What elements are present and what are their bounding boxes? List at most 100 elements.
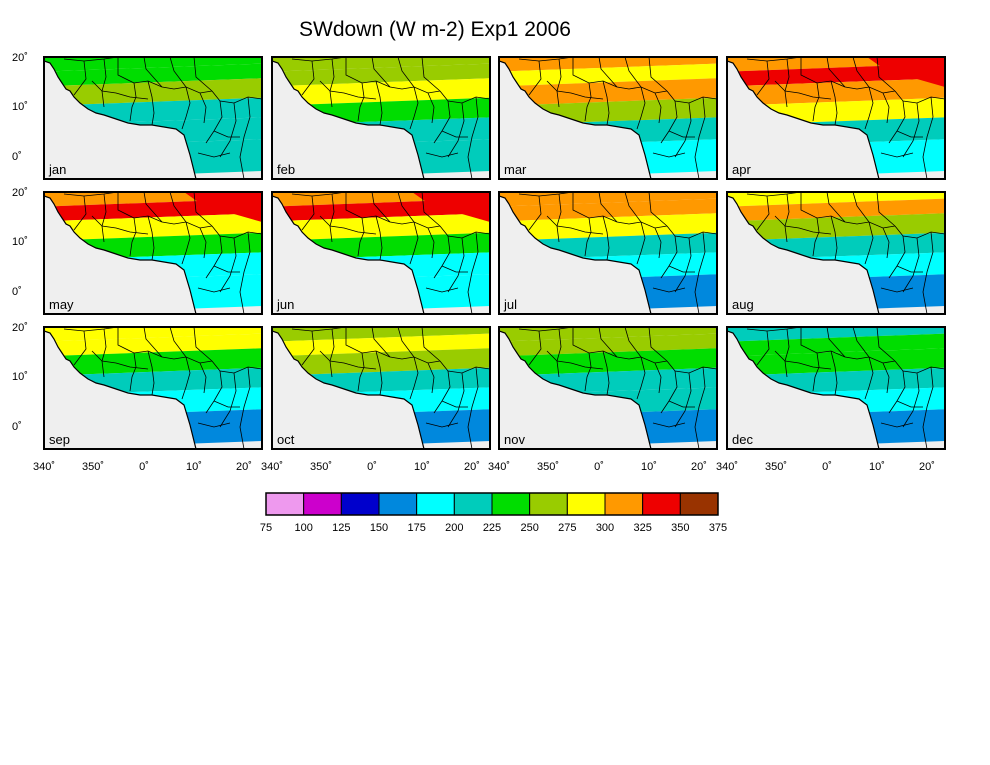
month-label: nov bbox=[504, 432, 525, 447]
border-line bbox=[129, 352, 137, 392]
border-line bbox=[447, 102, 465, 158]
border-line bbox=[441, 400, 468, 408]
border-line bbox=[425, 422, 459, 428]
border-line bbox=[205, 100, 223, 144]
panel-frame bbox=[271, 56, 491, 180]
colorbar-swatch bbox=[453, 492, 493, 516]
border-line bbox=[602, 350, 610, 396]
coastline bbox=[43, 191, 263, 315]
border-line bbox=[876, 326, 896, 362]
lon-tick-label: 0˚ bbox=[594, 461, 604, 473]
panel-frame bbox=[726, 326, 946, 450]
month-label: dec bbox=[732, 432, 753, 447]
border-line bbox=[888, 235, 906, 279]
field-band bbox=[272, 333, 490, 357]
coastline bbox=[498, 56, 718, 180]
coastline bbox=[498, 191, 718, 315]
coastline bbox=[271, 191, 491, 315]
coastline bbox=[498, 326, 718, 450]
field-band bbox=[44, 63, 262, 87]
border-line bbox=[213, 400, 240, 408]
month-label: may bbox=[49, 297, 74, 312]
border-line bbox=[397, 191, 415, 223]
month-label: aug bbox=[732, 297, 754, 312]
panel-frame bbox=[43, 56, 263, 180]
lat-tick-label: 20˚ bbox=[12, 187, 28, 199]
border-line bbox=[674, 372, 692, 428]
lon-tick-label: 350˚ bbox=[310, 461, 332, 473]
border-line bbox=[147, 350, 155, 396]
border-line bbox=[598, 326, 618, 358]
colorbar-tick-label: 200 bbox=[445, 522, 463, 534]
border-line bbox=[864, 356, 874, 400]
border-line bbox=[584, 352, 592, 392]
map-panel-jan: jan bbox=[43, 56, 263, 180]
lat-tick-label: 10˚ bbox=[12, 236, 28, 248]
field-band bbox=[727, 333, 945, 357]
border-line bbox=[169, 56, 187, 88]
panel-frame bbox=[271, 191, 491, 315]
colorbar: 75 100 125 150 175 200 225 250 275 300 325 350 375 bbox=[260, 492, 727, 534]
colorbar-tick-label: 375 bbox=[709, 522, 727, 534]
border-line bbox=[830, 350, 838, 396]
colorbar-swatch bbox=[416, 492, 455, 516]
lon-tick-label: 350˚ bbox=[765, 461, 787, 473]
border-line bbox=[648, 326, 668, 362]
colorbar-tick-label: 250 bbox=[520, 522, 538, 534]
lat-tick-label: 20˚ bbox=[12, 322, 28, 334]
border-line bbox=[425, 287, 459, 293]
border-line bbox=[598, 191, 618, 223]
field-band bbox=[499, 333, 717, 357]
border-line bbox=[584, 82, 592, 122]
border-line bbox=[774, 215, 832, 235]
border-line bbox=[181, 221, 191, 265]
border-line bbox=[636, 221, 646, 265]
border-line bbox=[199, 227, 207, 259]
border-line bbox=[652, 152, 686, 158]
border-line bbox=[409, 356, 419, 400]
border-line bbox=[546, 350, 604, 370]
border-line bbox=[882, 227, 890, 259]
border-line bbox=[784, 193, 790, 243]
border-line bbox=[329, 193, 335, 243]
border-line bbox=[668, 130, 695, 138]
border-line bbox=[556, 58, 562, 108]
field-band bbox=[727, 213, 945, 241]
border-line bbox=[660, 100, 678, 144]
border-line bbox=[197, 287, 231, 293]
border-line bbox=[73, 195, 87, 231]
colorbar-swatch bbox=[679, 492, 719, 516]
border-line bbox=[193, 191, 213, 227]
border-line bbox=[147, 80, 155, 126]
border-line bbox=[528, 330, 542, 366]
border-line bbox=[181, 356, 191, 400]
border-line bbox=[101, 193, 107, 243]
border-line bbox=[447, 372, 465, 428]
border-line bbox=[922, 231, 934, 315]
country-borders bbox=[518, 56, 718, 180]
border-line bbox=[433, 100, 451, 144]
colorbar-swatch bbox=[566, 492, 606, 516]
border-line bbox=[467, 231, 479, 315]
map-panel-apr: apr bbox=[726, 56, 946, 180]
field-band bbox=[499, 327, 717, 342]
border-line bbox=[239, 231, 251, 315]
map-panel-dec: dec bbox=[726, 326, 946, 450]
border-line bbox=[357, 352, 365, 392]
border-line bbox=[922, 96, 934, 180]
border-line bbox=[375, 80, 383, 126]
lat-tick-label: 10˚ bbox=[12, 371, 28, 383]
border-line bbox=[199, 92, 207, 124]
border-line bbox=[624, 326, 642, 358]
field-band bbox=[272, 327, 490, 342]
border-line bbox=[219, 372, 237, 428]
border-line bbox=[301, 60, 315, 96]
field-hotspot bbox=[412, 192, 490, 222]
border-line bbox=[329, 58, 335, 108]
border-line bbox=[129, 217, 137, 257]
border-line bbox=[441, 130, 468, 138]
field-band bbox=[499, 63, 717, 87]
border-line bbox=[467, 366, 479, 450]
map-panel-aug: aug bbox=[726, 191, 946, 315]
map-panel-mar: mar bbox=[498, 56, 718, 180]
